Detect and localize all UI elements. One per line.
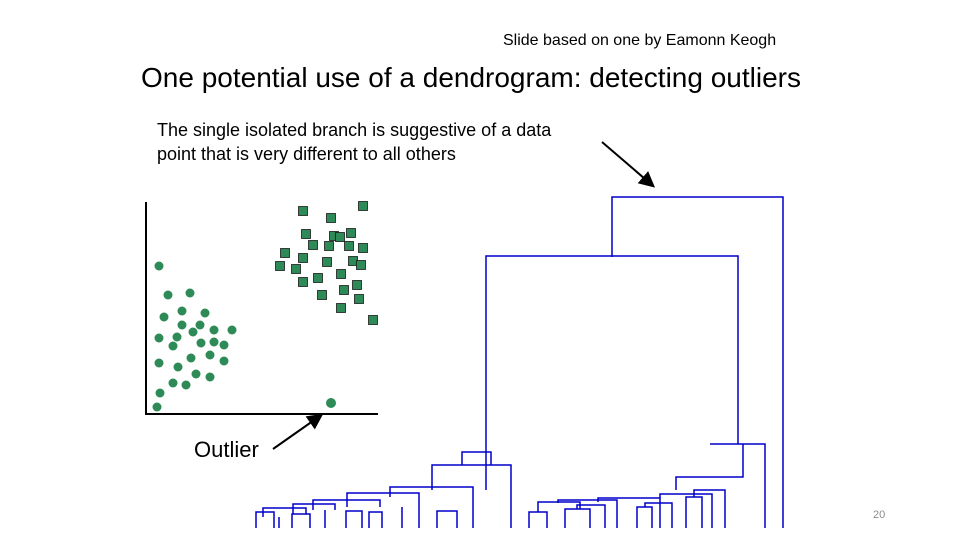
dendrogram-branch bbox=[528, 511, 548, 528]
cluster-square bbox=[358, 243, 368, 253]
outlier-point bbox=[326, 398, 336, 408]
cluster-point bbox=[181, 380, 191, 390]
dendrogram-branch bbox=[659, 493, 713, 528]
dendrogram-branch bbox=[710, 443, 766, 528]
dendrogram-branch bbox=[292, 503, 336, 514]
cluster-point bbox=[177, 320, 187, 330]
cluster-point bbox=[205, 350, 215, 360]
dendrogram-branch bbox=[485, 255, 739, 490]
slide-title: One potential use of a dendrogram: detec… bbox=[141, 62, 801, 93]
dendrogram-branch bbox=[461, 451, 492, 465]
square-cluster bbox=[275, 201, 378, 325]
cluster-square bbox=[291, 264, 301, 274]
cluster-square bbox=[335, 232, 345, 242]
dendrogram-branch bbox=[312, 499, 381, 510]
cluster-square bbox=[346, 228, 356, 238]
cluster-square bbox=[275, 261, 285, 271]
cluster-point bbox=[154, 333, 164, 343]
dendrogram-branch bbox=[675, 444, 744, 490]
cluster-square bbox=[308, 240, 318, 250]
cluster-point bbox=[177, 306, 187, 316]
cluster-point bbox=[173, 362, 183, 372]
cluster-point bbox=[163, 290, 173, 300]
cluster-square bbox=[352, 280, 362, 290]
cluster-point bbox=[227, 325, 237, 335]
slide-credit: Slide based on one by Eamonn Keogh bbox=[503, 32, 777, 49]
page-number: 20 bbox=[873, 509, 886, 521]
cluster-square bbox=[326, 213, 336, 223]
dendrogram-branch bbox=[368, 511, 383, 528]
cluster-square bbox=[301, 229, 311, 239]
dendrogram-branch bbox=[537, 501, 581, 512]
dendrogram-branch bbox=[557, 499, 618, 528]
cluster-square bbox=[322, 257, 332, 267]
dendrogram-branch bbox=[636, 506, 653, 528]
cluster-square bbox=[324, 241, 334, 251]
cluster-point bbox=[219, 356, 229, 366]
cluster-point bbox=[209, 325, 219, 335]
cluster-square bbox=[313, 273, 323, 283]
cluster-point bbox=[186, 353, 196, 363]
cluster-point bbox=[155, 388, 165, 398]
cluster-square bbox=[344, 241, 354, 251]
dendrogram-branch bbox=[644, 502, 673, 528]
dendrogram-branch bbox=[389, 486, 474, 528]
cluster-square bbox=[280, 248, 290, 258]
cluster-square bbox=[336, 269, 346, 279]
cluster-point bbox=[205, 372, 215, 382]
dendrogram-branch bbox=[693, 489, 726, 528]
cluster-point bbox=[188, 327, 198, 337]
cluster-square bbox=[298, 206, 308, 216]
cluster-point bbox=[154, 358, 164, 368]
outlier-arrow bbox=[272, 413, 324, 450]
cluster-square bbox=[368, 315, 378, 325]
dendrogram-branch bbox=[291, 513, 311, 528]
dendrogram-branch bbox=[685, 496, 703, 528]
cluster-square bbox=[354, 294, 364, 304]
cluster-point bbox=[196, 338, 206, 348]
cluster-square bbox=[298, 253, 308, 263]
annotation-line-1: The single isolated branch is suggestive… bbox=[157, 120, 552, 140]
cluster-point bbox=[154, 261, 164, 271]
annotation-text: The single isolated branch is suggestive… bbox=[157, 118, 617, 166]
cluster-point bbox=[200, 308, 210, 318]
cluster-square bbox=[336, 303, 346, 313]
cluster-point bbox=[168, 341, 178, 351]
cluster-square bbox=[317, 290, 327, 300]
outlier-label: Outlier bbox=[194, 437, 259, 462]
dendrogram-branch bbox=[576, 504, 606, 528]
cluster-point bbox=[195, 320, 205, 330]
cluster-point bbox=[219, 340, 229, 350]
cluster-point bbox=[172, 332, 182, 342]
cluster-point bbox=[209, 337, 219, 347]
dendrogram-branch bbox=[597, 497, 661, 528]
cluster-square bbox=[298, 277, 308, 287]
annotation-line-2: point that is very different to all othe… bbox=[157, 144, 456, 164]
dendrogram-branch bbox=[255, 511, 275, 528]
annotation-arrow bbox=[601, 141, 656, 188]
dendrogram-branch bbox=[431, 464, 512, 528]
dendrogram-branch bbox=[436, 510, 458, 528]
cluster-point bbox=[168, 378, 178, 388]
cluster-point bbox=[159, 312, 169, 322]
dendrogram-branch bbox=[345, 510, 363, 528]
circle-cluster bbox=[152, 261, 237, 412]
cluster-square bbox=[358, 201, 368, 211]
cluster-point bbox=[191, 369, 201, 379]
scatter-plot bbox=[145, 201, 378, 415]
dendrogram-branch bbox=[564, 508, 591, 528]
cluster-point bbox=[185, 288, 195, 298]
cluster-point bbox=[152, 402, 162, 412]
dendrogram-branch bbox=[611, 196, 784, 528]
cluster-square bbox=[339, 285, 349, 295]
dendrogram bbox=[255, 196, 784, 528]
cluster-square bbox=[356, 260, 366, 270]
